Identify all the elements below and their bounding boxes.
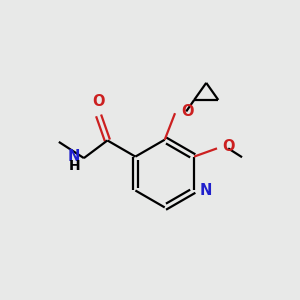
Text: O: O (222, 140, 235, 154)
Text: N: N (68, 149, 80, 164)
Text: O: O (181, 104, 194, 119)
Text: H: H (69, 159, 80, 173)
Text: O: O (92, 94, 105, 109)
Text: N: N (199, 183, 212, 198)
